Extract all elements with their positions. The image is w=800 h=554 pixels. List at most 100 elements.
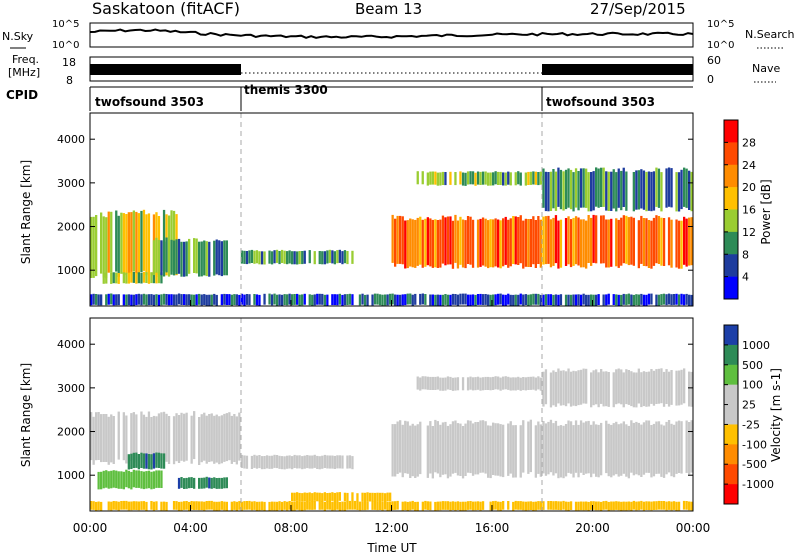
echo-cell (537, 376, 540, 390)
echo-cell (429, 421, 432, 474)
echo-cell (655, 421, 658, 474)
echo-region (416, 376, 542, 391)
echo-cell (597, 424, 600, 478)
cpid-label: CPID (6, 88, 38, 102)
echo-cell (112, 294, 115, 306)
colorbar-frame (723, 324, 739, 505)
echo-cell (112, 272, 115, 284)
echo-cell (602, 215, 605, 264)
echo-cell (481, 171, 485, 185)
colorbar-tick-label: 4 (742, 271, 749, 284)
echo-cell (127, 454, 130, 470)
echo-cell (655, 501, 658, 510)
echo-cell (311, 501, 314, 510)
echo-cell (567, 501, 570, 511)
echo-cell (371, 501, 374, 510)
echo-cell (137, 454, 140, 470)
echo-cell (122, 500, 125, 510)
echo-cell (635, 501, 638, 511)
echo-cell (547, 294, 550, 306)
echo-cell (112, 470, 115, 488)
echo-cell (414, 293, 417, 305)
echo-cell (637, 170, 640, 210)
echo-cell (220, 501, 223, 510)
velocity-colorbar: 1000 500 100 25 -25 -100 -500 -1000 (723, 324, 774, 505)
echo-cell (426, 425, 429, 478)
echo-cell (454, 377, 457, 391)
echo-cell (363, 501, 367, 511)
echo-cell (572, 172, 575, 212)
echo-cell (203, 294, 206, 305)
echo-cell (95, 215, 98, 277)
colorbar-swatch (724, 325, 738, 346)
echo-cell (394, 501, 397, 510)
colorbar-tick-label: 1000 (742, 339, 770, 352)
echo-cell (386, 294, 389, 306)
echo-cell (343, 250, 347, 264)
echo-cell (419, 377, 422, 391)
echo-cell (517, 376, 520, 390)
echo-cell (642, 170, 646, 210)
echo-cell (459, 501, 462, 511)
echo-cell (125, 415, 128, 464)
echo-cell (363, 294, 367, 306)
echo-cell (547, 215, 550, 264)
echo-cell (411, 423, 414, 477)
echo-cell (127, 501, 130, 511)
echo-cell (527, 376, 530, 390)
echo-cell (627, 425, 630, 479)
echo-cell (225, 413, 228, 462)
echo-cell (574, 371, 578, 407)
echo-cell (243, 455, 246, 469)
echo-cell (273, 454, 276, 468)
echo-cell (585, 421, 588, 474)
echo-region (97, 469, 163, 490)
echo-cell (180, 412, 183, 461)
echo-cell (346, 501, 349, 510)
echo-cell (461, 501, 465, 511)
echo-cell (288, 250, 291, 264)
echo-region (391, 419, 693, 479)
echo-cell (263, 251, 266, 265)
echo-cell (105, 414, 108, 462)
echo-cell (642, 422, 646, 475)
echo-cell (396, 294, 399, 306)
echo-cell (539, 501, 542, 510)
echo-cell (147, 411, 151, 460)
echo-cell (389, 492, 392, 502)
echo-cell (688, 371, 691, 407)
echo-cell (612, 294, 615, 305)
echo-region (127, 452, 166, 470)
echo-cell (152, 240, 156, 276)
echo-cell (642, 218, 646, 266)
echo-cell (326, 493, 329, 502)
echo-cell (672, 424, 676, 478)
echo-cell (615, 369, 618, 405)
echo-cell (250, 501, 254, 511)
echo-cell (338, 455, 341, 469)
echo-cell (157, 239, 161, 275)
echo-cell (582, 293, 585, 305)
echo-cell (529, 501, 532, 510)
echo-cell (680, 369, 683, 405)
echo-cell (524, 218, 527, 267)
echo-cell (175, 413, 178, 462)
echo-cell (230, 294, 233, 306)
echo-cell (318, 501, 321, 510)
echo-cell (637, 220, 640, 269)
freq-right-label: Nave (752, 62, 780, 75)
echo-cell (444, 172, 447, 186)
echo-cell (253, 454, 256, 468)
echo-cell (612, 501, 615, 511)
colorbar-tick-label: 16 (742, 204, 756, 217)
echo-cell (542, 168, 545, 208)
echo-cell (630, 420, 633, 473)
echo-cell (376, 501, 379, 511)
echo-cell (424, 500, 427, 510)
echo-cell (610, 171, 613, 211)
echo-cell (394, 218, 397, 267)
echo-cell (499, 501, 502, 511)
echo-cell (278, 294, 281, 306)
echo-cell (512, 294, 515, 306)
echo-cell (677, 420, 681, 473)
